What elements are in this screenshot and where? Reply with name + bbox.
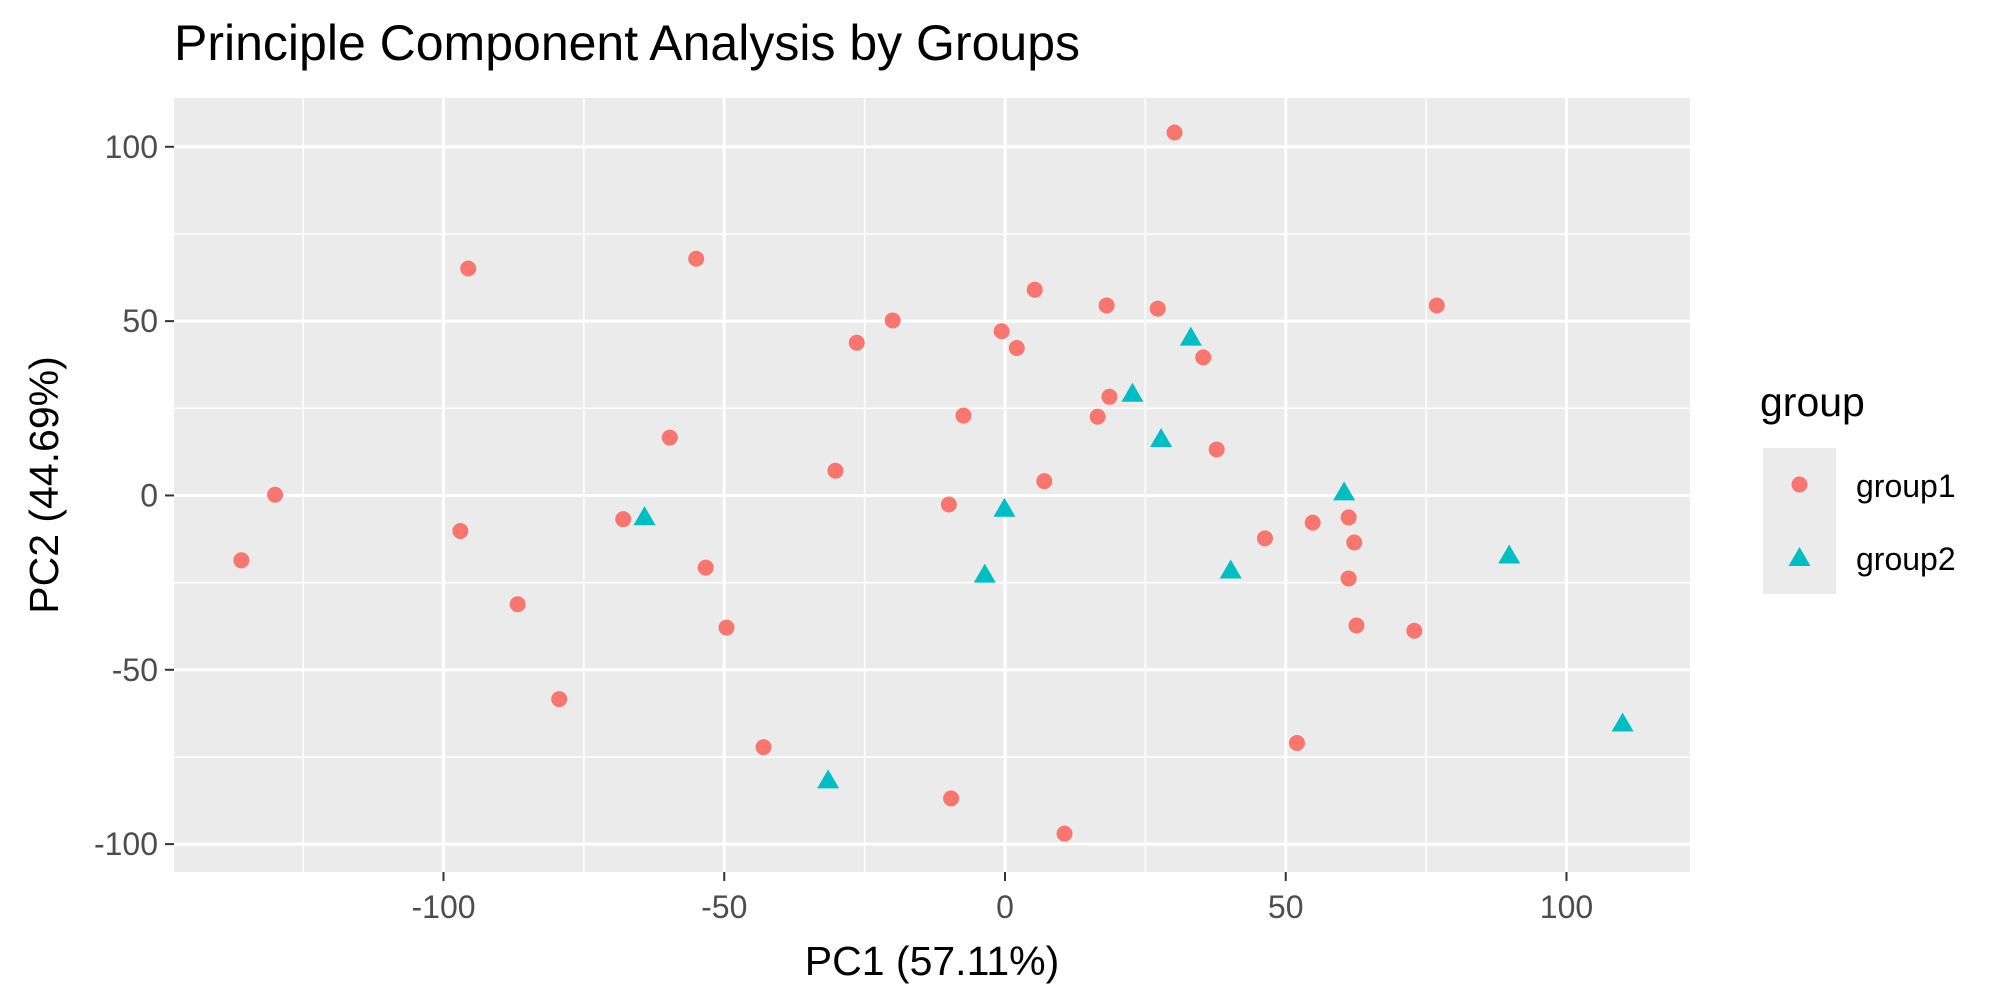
y-axis-tick-label: 0: [140, 477, 158, 513]
x-axis-tick-label: 0: [996, 889, 1014, 925]
major-gridlines: [174, 98, 1690, 872]
group1-point: [452, 523, 469, 540]
group1-point: [755, 739, 772, 756]
group2-point: [1333, 481, 1356, 501]
group1-point: [1036, 473, 1053, 490]
group1-point: [1089, 408, 1106, 425]
group1-point: [1348, 617, 1365, 634]
group1-point: [1406, 622, 1423, 639]
y-axis-title: PC2 (44.69%): [21, 356, 67, 614]
group1-point: [1101, 388, 1118, 405]
legend-key-group1-icon: [1791, 476, 1808, 493]
axes: -100 -50 0 50 100 -100 -50 0 50 100: [94, 129, 1593, 925]
group1-point: [1195, 349, 1212, 366]
y-axis-tick-label: -50: [112, 652, 158, 688]
y-axis-tick-label: -100: [94, 826, 158, 862]
x-axis-tick-label: 100: [1540, 889, 1593, 925]
y-axis-tick-label: 50: [122, 303, 158, 339]
group2-point: [1179, 326, 1202, 346]
minor-gridlines: [174, 98, 1690, 872]
group1-point: [551, 691, 568, 708]
group1-point: [827, 462, 844, 479]
plot-panel: [174, 98, 1690, 872]
legend-title: group: [1760, 379, 1865, 425]
group2-point: [1121, 382, 1144, 402]
group1-point: [1056, 825, 1073, 842]
group1-point: [1288, 735, 1305, 751]
group2-point: [1498, 544, 1521, 564]
group1-point: [1166, 124, 1183, 141]
y-axis-tick-label: 100: [105, 129, 158, 165]
legend-label-group2: group2: [1856, 541, 1956, 577]
group2-point: [973, 563, 996, 583]
x-axis-tick-label: 50: [1268, 889, 1304, 925]
x-axis-tick-label: -50: [701, 889, 747, 925]
group2-point: [1219, 559, 1242, 579]
legend-key-group2-icon: [1788, 547, 1811, 566]
group1-point: [848, 334, 865, 351]
group1-point: [1208, 441, 1225, 458]
legend-label-group1: group1: [1856, 468, 1956, 504]
data-points: [233, 124, 1634, 842]
group1-point: [615, 511, 632, 528]
group1-point: [267, 486, 284, 503]
group1-point: [661, 429, 678, 446]
group1-point: [697, 559, 714, 576]
group1-point: [884, 312, 901, 329]
group1-point: [1026, 281, 1043, 298]
group1-point: [1346, 534, 1363, 551]
group1-point: [688, 250, 705, 267]
group1-point: [1149, 300, 1166, 317]
group2-point: [1611, 712, 1634, 732]
group1-point: [718, 619, 735, 636]
group2-point: [993, 497, 1016, 517]
group2-point: [817, 769, 840, 789]
group1-point: [1098, 297, 1115, 314]
group1-point: [1340, 509, 1357, 526]
group1-point: [943, 790, 960, 807]
legend-key-background: [1763, 448, 1836, 594]
x-axis-title: PC1 (57.11%): [805, 938, 1059, 984]
group2-point: [1150, 428, 1173, 448]
group1-point: [1304, 514, 1321, 531]
chart-title: Principle Component Analysis by Groups: [174, 15, 1080, 71]
x-axis-tick-label: -100: [411, 889, 475, 925]
group1-point: [460, 260, 477, 277]
group1-point: [1340, 570, 1357, 587]
legend: group group1 group2: [1760, 379, 1956, 594]
group2-point: [633, 506, 656, 526]
group1-point: [940, 496, 957, 513]
group1-point: [955, 407, 972, 424]
group1-point: [1256, 530, 1273, 547]
group1-point: [1008, 339, 1025, 356]
group1-point: [509, 596, 526, 613]
group1-point: [233, 552, 250, 569]
group1-point: [993, 323, 1010, 340]
group1-point: [1428, 297, 1445, 314]
